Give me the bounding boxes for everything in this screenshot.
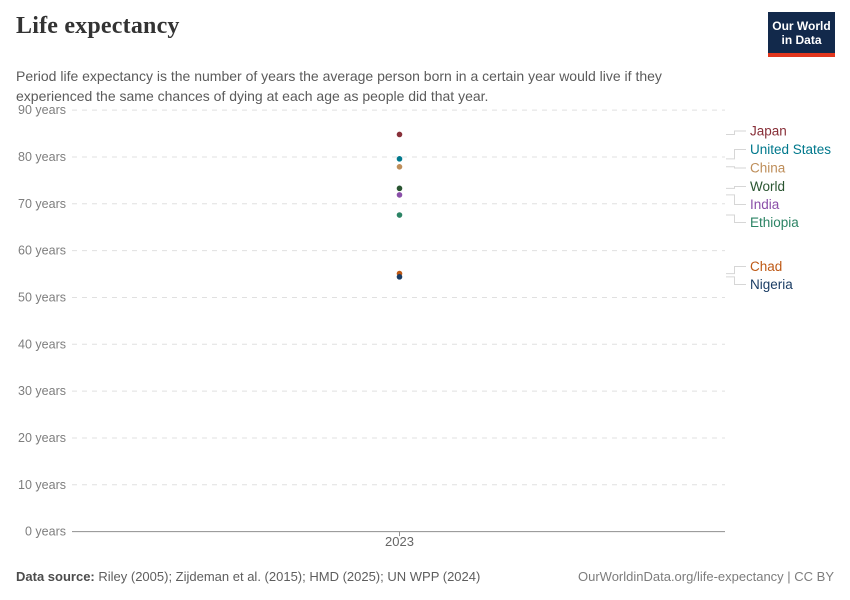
data-point-japan[interactable] <box>396 131 403 138</box>
data-point-united-states[interactable] <box>396 156 403 162</box>
y-tick-label: 40 years <box>18 337 66 351</box>
y-tick-label: 60 years <box>18 244 66 258</box>
data-point-nigeria[interactable] <box>396 274 403 280</box>
data-point-china[interactable] <box>396 163 403 170</box>
data-point-ethiopia[interactable] <box>396 212 403 218</box>
legend-label-china[interactable]: China <box>750 161 786 176</box>
page-title: Life expectancy <box>16 13 180 39</box>
data-point-india[interactable] <box>396 192 403 198</box>
owid-logo[interactable]: Our World in Data <box>768 12 835 58</box>
legend-label-india[interactable]: India <box>750 197 780 212</box>
data-source-text: Riley (2005); Zijdeman et al. (2015); HM… <box>94 569 481 584</box>
y-tick-label: 90 years <box>18 103 66 117</box>
legend-label-ethiopia[interactable]: Ethiopia <box>750 215 799 230</box>
y-tick-label: 50 years <box>18 290 66 304</box>
y-tick-label: 10 years <box>18 478 66 492</box>
legend-connector-japan <box>726 130 746 135</box>
y-tick-label: 30 years <box>18 384 66 398</box>
data-source-label: Data source: <box>16 569 95 584</box>
owid-logo-line1: Our World <box>772 19 831 33</box>
legend-label-japan[interactable]: Japan <box>750 124 787 139</box>
legend-connector-united-states <box>726 149 746 160</box>
legend-connector-ethiopia <box>726 214 746 223</box>
y-tick-label: 70 years <box>18 197 66 211</box>
y-tick-label: 20 years <box>18 431 66 445</box>
legend-connector-china <box>726 166 746 169</box>
credit-link[interactable]: OurWorldinData.org/life-expectancy | CC … <box>577 569 834 584</box>
legend-connector-world <box>726 186 746 189</box>
legend-label-united-states[interactable]: United States <box>750 142 831 157</box>
owid-logo-line2: in Data <box>781 33 822 48</box>
data-source-note: Data source: Riley (2005); Zijdeman et a… <box>16 569 480 584</box>
legend-connector-nigeria <box>726 276 746 285</box>
y-tick-label: 0 years <box>25 525 66 539</box>
legend-label-world[interactable]: World <box>750 179 785 194</box>
data-point-world[interactable] <box>396 185 403 192</box>
legend-label-nigeria[interactable]: Nigeria <box>750 277 793 292</box>
legend-label-chad[interactable]: Chad <box>750 259 782 274</box>
y-tick-label: 80 years <box>18 150 66 164</box>
chart-subtitle: Period life expectancy is the number of … <box>16 68 662 105</box>
legend-connector-india <box>726 194 746 205</box>
x-tick-label: 2023 <box>385 534 414 549</box>
legend-connector-chad <box>726 266 746 275</box>
